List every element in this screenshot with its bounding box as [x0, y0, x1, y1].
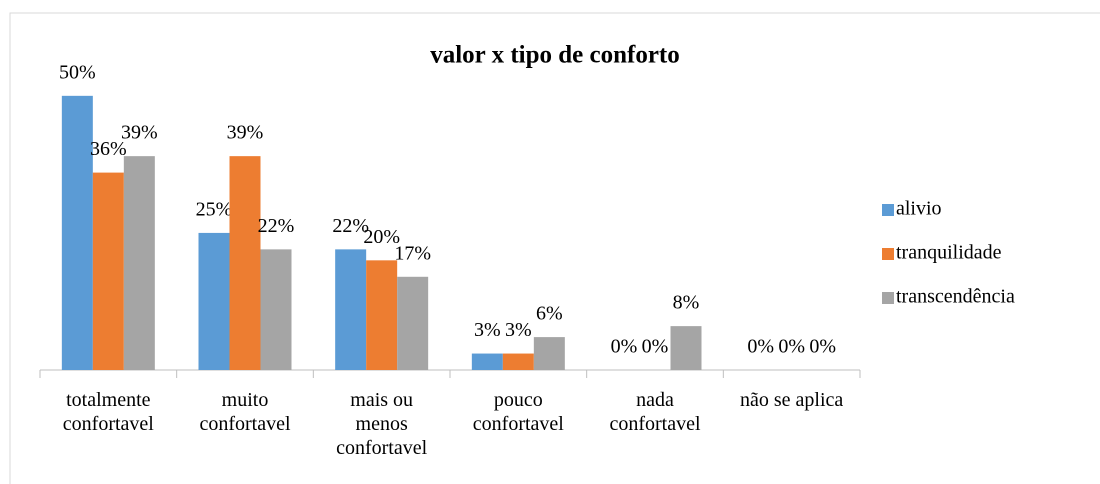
- bar: [123, 156, 155, 370]
- data-label: 0%: [778, 336, 805, 358]
- x-tick-label: mais ou menos confortavel: [336, 389, 428, 459]
- data-label: 3%: [505, 319, 532, 341]
- x-tick-label: pouco confortavel: [472, 389, 564, 435]
- x-tick-label: não se aplica: [740, 389, 844, 411]
- data-label: 0%: [611, 336, 638, 358]
- data-label: 39%: [227, 122, 264, 144]
- data-label: 36%: [90, 138, 127, 160]
- chart-title: valor x tipo de conforto: [430, 42, 680, 69]
- data-label: 22%: [258, 215, 295, 237]
- data-label: 50%: [59, 61, 96, 83]
- bar: [61, 95, 93, 370]
- bar: [670, 326, 702, 370]
- x-tick-label: nada confortavel: [609, 389, 701, 435]
- bar: [92, 172, 124, 370]
- data-label: 0%: [747, 336, 774, 358]
- legend-swatch: [882, 292, 894, 304]
- bar: [471, 353, 503, 370]
- bar: [366, 260, 398, 370]
- data-label: 25%: [196, 199, 233, 221]
- bar: [260, 249, 292, 370]
- bar: [397, 276, 429, 370]
- data-label: 0%: [642, 336, 669, 358]
- x-tick-label: totalmente confortavel: [62, 389, 154, 435]
- bar: [533, 337, 565, 370]
- data-label: 17%: [394, 242, 431, 264]
- chart-border: [9, 12, 1100, 484]
- data-label: 22%: [332, 215, 369, 237]
- bar: [229, 156, 261, 370]
- data-label: 39%: [121, 122, 158, 144]
- bar: [502, 353, 534, 370]
- data-label: 0%: [809, 336, 836, 358]
- legend-swatch: [882, 248, 894, 260]
- data-label: 20%: [363, 226, 400, 248]
- data-label: 3%: [474, 319, 501, 341]
- data-label: 6%: [536, 303, 563, 325]
- x-tick-label: muito confortavel: [199, 389, 291, 435]
- legend-label: alivio: [896, 198, 942, 220]
- bar: [198, 232, 230, 370]
- data-label: 8%: [673, 292, 700, 314]
- bar: [335, 249, 367, 370]
- legend-label: tranquilidade: [896, 242, 1002, 264]
- legend-label: transcendência: [896, 286, 1015, 308]
- legend-swatch: [882, 204, 894, 216]
